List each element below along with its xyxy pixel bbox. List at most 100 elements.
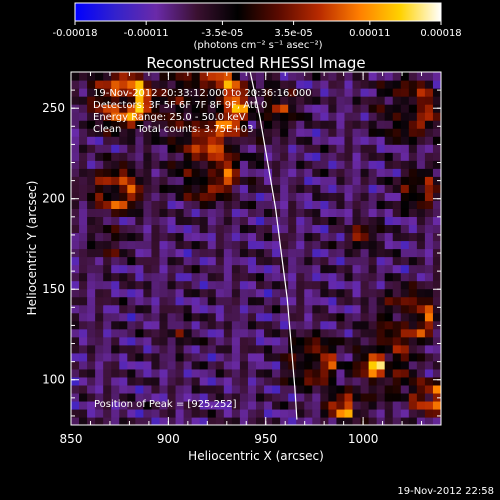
heatmap-cell xyxy=(288,392,297,402)
heatmap-cell xyxy=(135,216,144,226)
heatmap-cell xyxy=(79,376,88,386)
heatmap-cell xyxy=(392,160,402,169)
heatmap-cell xyxy=(264,408,273,418)
heatmap-cell xyxy=(95,176,104,185)
heatmap-cell xyxy=(400,280,410,290)
heatmap-cell xyxy=(151,280,161,290)
heatmap-cell xyxy=(352,352,362,362)
heatmap-cell xyxy=(408,96,418,105)
heatmap-cell xyxy=(344,296,354,306)
heatmap-cell xyxy=(71,136,80,145)
heatmap-cell xyxy=(312,288,321,298)
heatmap-cell xyxy=(87,368,96,378)
heatmap-cell xyxy=(215,408,225,418)
heatmap-cell xyxy=(167,264,177,274)
heatmap-cell xyxy=(127,160,136,169)
heatmap-cell xyxy=(95,400,104,410)
heatmap-cell xyxy=(87,80,96,89)
heatmap-cell xyxy=(183,120,193,129)
heatmap-cell xyxy=(215,200,225,209)
heatmap-cell xyxy=(199,264,209,274)
heatmap-cell xyxy=(159,264,169,274)
heatmap-cell xyxy=(183,344,193,354)
heatmap-cell xyxy=(79,200,88,209)
heatmap-cell xyxy=(392,136,402,145)
heatmap-cell xyxy=(416,136,426,145)
heatmap-cell xyxy=(392,384,402,394)
heatmap-cell xyxy=(79,120,88,129)
x-axis-label: Heliocentric X (arcsec) xyxy=(188,449,324,463)
heatmap-cell xyxy=(207,248,217,258)
heatmap-cell xyxy=(344,336,354,346)
heatmap-cell xyxy=(368,400,378,410)
heatmap-cell xyxy=(175,336,185,346)
heatmap-cell xyxy=(103,400,112,410)
heatmap-cell xyxy=(239,376,249,386)
heatmap-cell xyxy=(400,232,410,242)
heatmap-cell xyxy=(119,392,128,402)
heatmap-cell xyxy=(280,296,289,306)
heatmap-cell xyxy=(392,152,402,161)
heatmap-cell xyxy=(328,408,338,418)
heatmap-cell xyxy=(231,136,241,145)
heatmap-cell xyxy=(167,104,177,113)
heatmap-cell xyxy=(159,136,169,145)
heatmap-cell xyxy=(328,96,338,105)
heatmap-cell xyxy=(167,88,177,97)
heatmap-cell xyxy=(207,152,217,161)
heatmap-cell xyxy=(223,368,233,378)
heatmap-cell xyxy=(207,192,217,201)
heatmap-cell xyxy=(344,80,354,89)
heatmap-cell xyxy=(103,384,112,394)
heatmap-cell xyxy=(304,136,313,145)
heatmap-cell xyxy=(320,192,329,201)
heatmap-cell xyxy=(336,400,346,410)
heatmap-cell xyxy=(424,120,434,129)
heatmap-cell xyxy=(304,184,313,193)
heatmap-cell xyxy=(368,184,378,193)
heatmap-cell xyxy=(408,272,418,282)
heatmap-cell xyxy=(432,144,441,153)
heatmap-cell xyxy=(167,96,177,105)
heatmap-cell xyxy=(183,248,193,258)
heatmap-cell xyxy=(424,216,434,226)
heatmap-cell xyxy=(312,232,321,242)
heatmap-cell xyxy=(79,416,88,425)
heatmap-cell xyxy=(336,112,346,121)
heatmap-cell xyxy=(231,304,241,314)
heatmap-cell xyxy=(392,232,402,242)
heatmap-cell xyxy=(143,256,153,266)
heatmap-cell xyxy=(175,312,185,322)
heatmap-cell xyxy=(312,264,321,274)
heatmap-cell xyxy=(408,224,418,234)
heatmap-cell xyxy=(392,200,402,209)
heatmap-cell xyxy=(111,152,120,161)
heatmap-cell xyxy=(416,168,426,177)
heatmap-cell xyxy=(87,200,96,209)
heatmap-cell xyxy=(424,304,434,314)
heatmap-cell xyxy=(111,312,120,322)
heatmap-cell xyxy=(400,344,410,354)
heatmap-cell xyxy=(400,80,410,89)
heatmap-cell xyxy=(223,200,233,209)
heatmap-cell xyxy=(247,280,257,290)
heatmap-cell xyxy=(151,160,161,169)
heatmap-cell xyxy=(87,344,96,354)
heatmap-cell xyxy=(167,256,177,266)
heatmap-cell xyxy=(264,128,273,137)
heatmap-cell xyxy=(87,280,96,290)
heatmap-cell xyxy=(191,288,201,298)
heatmap-cell xyxy=(352,360,362,370)
heatmap-cell xyxy=(336,216,346,226)
chart-title: Reconstructed RHESSI Image xyxy=(146,54,365,72)
heatmap-cell xyxy=(239,352,249,362)
heatmap-cell xyxy=(231,392,241,402)
heatmap-cell xyxy=(328,264,338,274)
heatmap-cell xyxy=(79,144,88,153)
heatmap-cell xyxy=(247,336,257,346)
heatmap-cell xyxy=(215,328,225,338)
heatmap-cell xyxy=(256,336,265,346)
heatmap-cell xyxy=(416,104,426,113)
heatmap-cell xyxy=(416,192,426,201)
heatmap-cell xyxy=(167,192,177,201)
